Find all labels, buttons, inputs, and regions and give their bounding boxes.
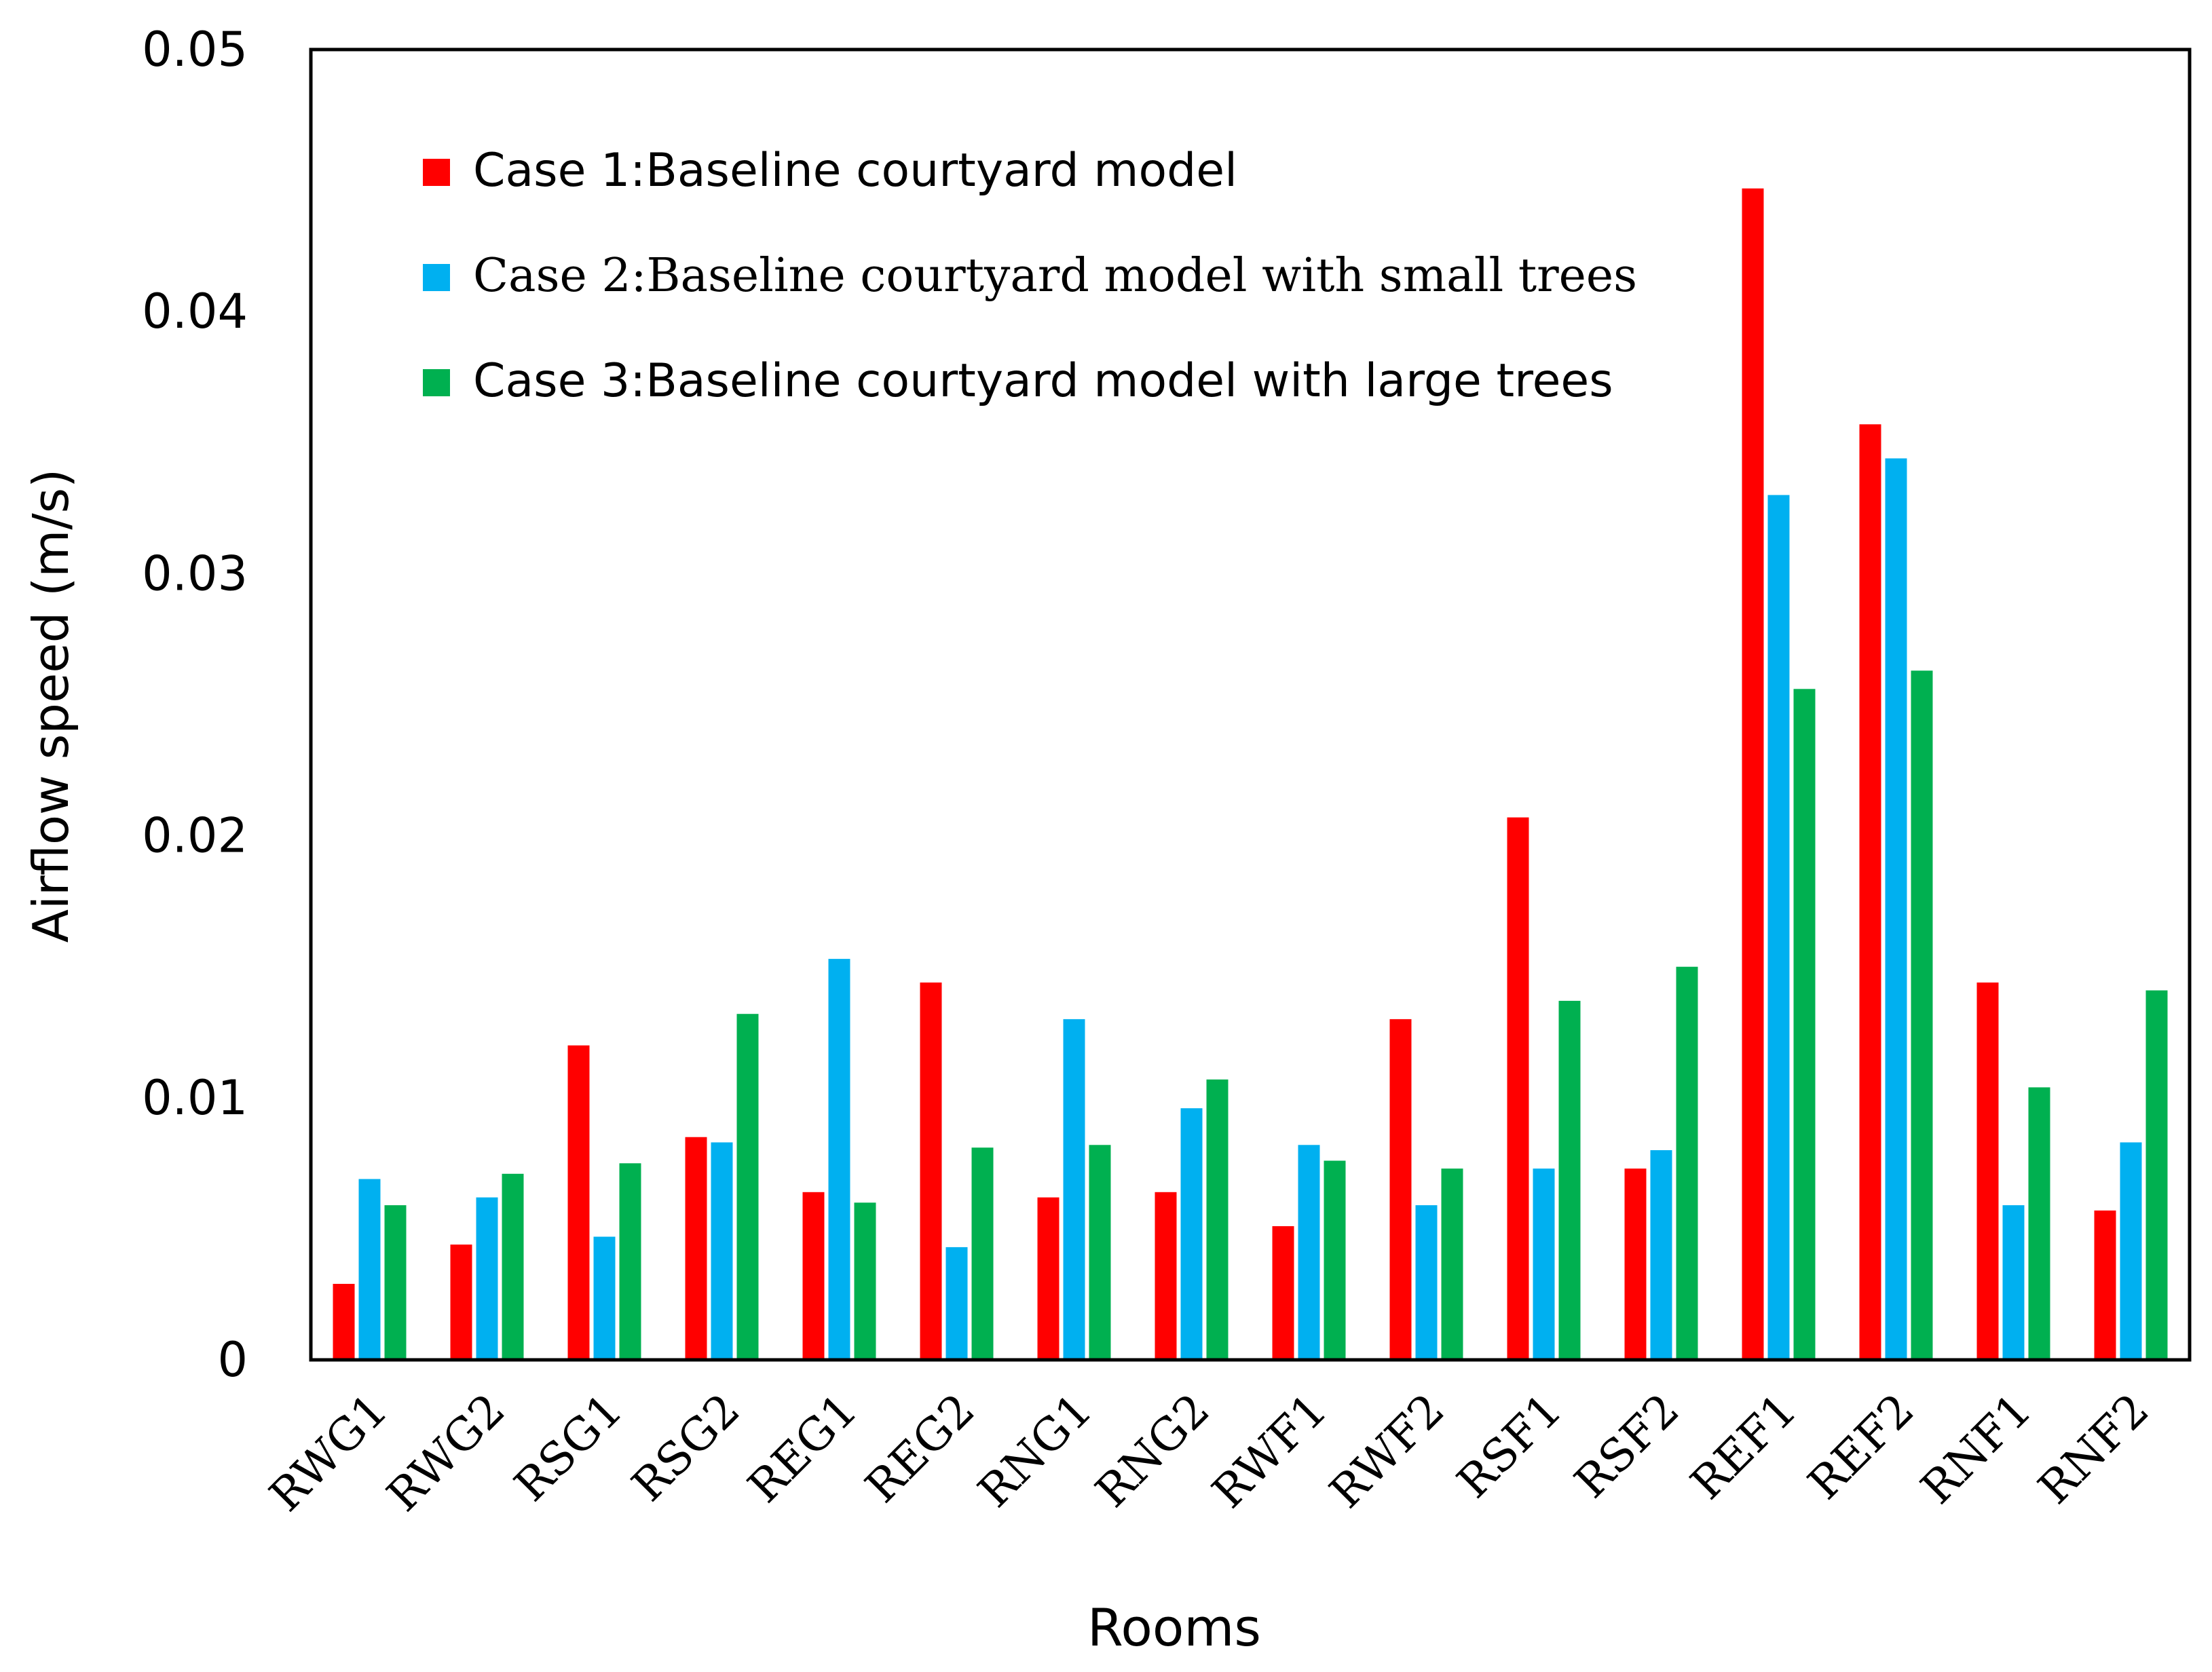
y-tick-label: 0.02 — [142, 808, 248, 864]
bar-rwf2-series-2 — [1415, 1205, 1438, 1360]
bar-rsg2-series-3 — [736, 1014, 759, 1360]
y-tick-label: 0.05 — [142, 22, 248, 77]
bar-reg2-series-2 — [945, 1247, 968, 1360]
bar-rng1-series-2 — [1063, 1019, 1085, 1360]
bar-reg1-series-1 — [802, 1192, 825, 1360]
bar-rwg2-series-3 — [502, 1173, 524, 1360]
bar-ref1-series-3 — [1793, 689, 1816, 1360]
bar-rwf2-series-3 — [1441, 1168, 1463, 1360]
bar-ref1-series-2 — [1767, 495, 1790, 1360]
bar-rnf2-series-1 — [2094, 1210, 2116, 1360]
bar-rwg2-series-2 — [476, 1197, 498, 1360]
y-tick-label: 0 — [217, 1332, 248, 1388]
legend-label-series-1: Case 1:Baseline courtyard model — [473, 144, 1237, 197]
bar-rng2-series-2 — [1180, 1108, 1203, 1360]
y-axis-title: Airflow speed (m/s) — [22, 469, 79, 943]
bar-rwg2-series-1 — [450, 1244, 472, 1360]
bar-rwg1-series-1 — [333, 1284, 355, 1360]
bar-rng1-series-3 — [1089, 1145, 1111, 1360]
bar-reg2-series-1 — [920, 982, 942, 1360]
bar-rsf2-series-2 — [1650, 1150, 1672, 1360]
bar-rwg1-series-3 — [384, 1205, 407, 1360]
bar-reg1-series-2 — [828, 959, 850, 1360]
bar-rnf1-series-3 — [2028, 1087, 2050, 1360]
bar-rwg1-series-2 — [358, 1179, 381, 1360]
x-axis-title: Rooms — [1087, 1597, 1261, 1658]
bar-ref1-series-1 — [1742, 188, 1764, 1361]
bar-rng2-series-3 — [1206, 1079, 1229, 1360]
bar-rwf1-series-3 — [1324, 1160, 1346, 1360]
bar-rng2-series-1 — [1155, 1192, 1177, 1360]
bar-rnf2-series-2 — [2120, 1142, 2142, 1360]
bar-rsg1-series-2 — [593, 1236, 616, 1360]
y-axis-ticks: 0 0.01 0.02 0.03 0.04 0.05 — [142, 22, 248, 1388]
legend-swatch-series-1 — [423, 159, 450, 186]
bar-rsg2-series-2 — [711, 1142, 733, 1360]
bar-ref2-series-1 — [1859, 424, 1881, 1360]
bar-rsf1-series-3 — [1558, 1000, 1581, 1360]
y-tick-label: 0.01 — [142, 1070, 248, 1126]
bar-rnf1-series-1 — [1976, 982, 1999, 1360]
bars-layer — [333, 188, 2168, 1361]
legend-label-series-3: Case 3:Baseline courtyard model with lar… — [473, 354, 1613, 408]
bar-rsf2-series-3 — [1676, 966, 1698, 1360]
bar-rsg1-series-1 — [567, 1045, 590, 1360]
legend: Case 1:Baseline courtyard model Case 2:Ba… — [423, 144, 1637, 408]
legend-swatch-series-2 — [423, 264, 450, 291]
plot-area-frame — [309, 48, 2192, 1362]
bar-reg1-series-3 — [854, 1202, 876, 1360]
bar-rsf1-series-2 — [1533, 1168, 1555, 1360]
bar-ref2-series-2 — [1885, 458, 1907, 1360]
legend-swatch-series-3 — [423, 369, 450, 396]
bar-rsf1-series-1 — [1507, 817, 1529, 1360]
bar-rwf2-series-1 — [1389, 1019, 1412, 1360]
legend-label-series-2: Case 2:Baseline courtyard model with sma… — [473, 249, 1637, 303]
bar-rwf1-series-1 — [1272, 1226, 1294, 1360]
bar-rwf1-series-2 — [1298, 1145, 1320, 1360]
y-tick-label: 0.04 — [142, 284, 248, 339]
bar-reg2-series-3 — [971, 1147, 994, 1360]
bar-ref2-series-3 — [1911, 670, 1933, 1360]
y-tick-label: 0.03 — [142, 546, 248, 601]
bar-rsg2-series-1 — [685, 1137, 707, 1360]
bar-rsf2-series-1 — [1624, 1168, 1647, 1360]
bar-rnf1-series-2 — [2002, 1205, 2025, 1360]
bar-rnf2-series-3 — [2145, 990, 2168, 1360]
bar-rng1-series-1 — [1037, 1197, 1060, 1360]
bar-rsg1-series-3 — [619, 1163, 641, 1360]
